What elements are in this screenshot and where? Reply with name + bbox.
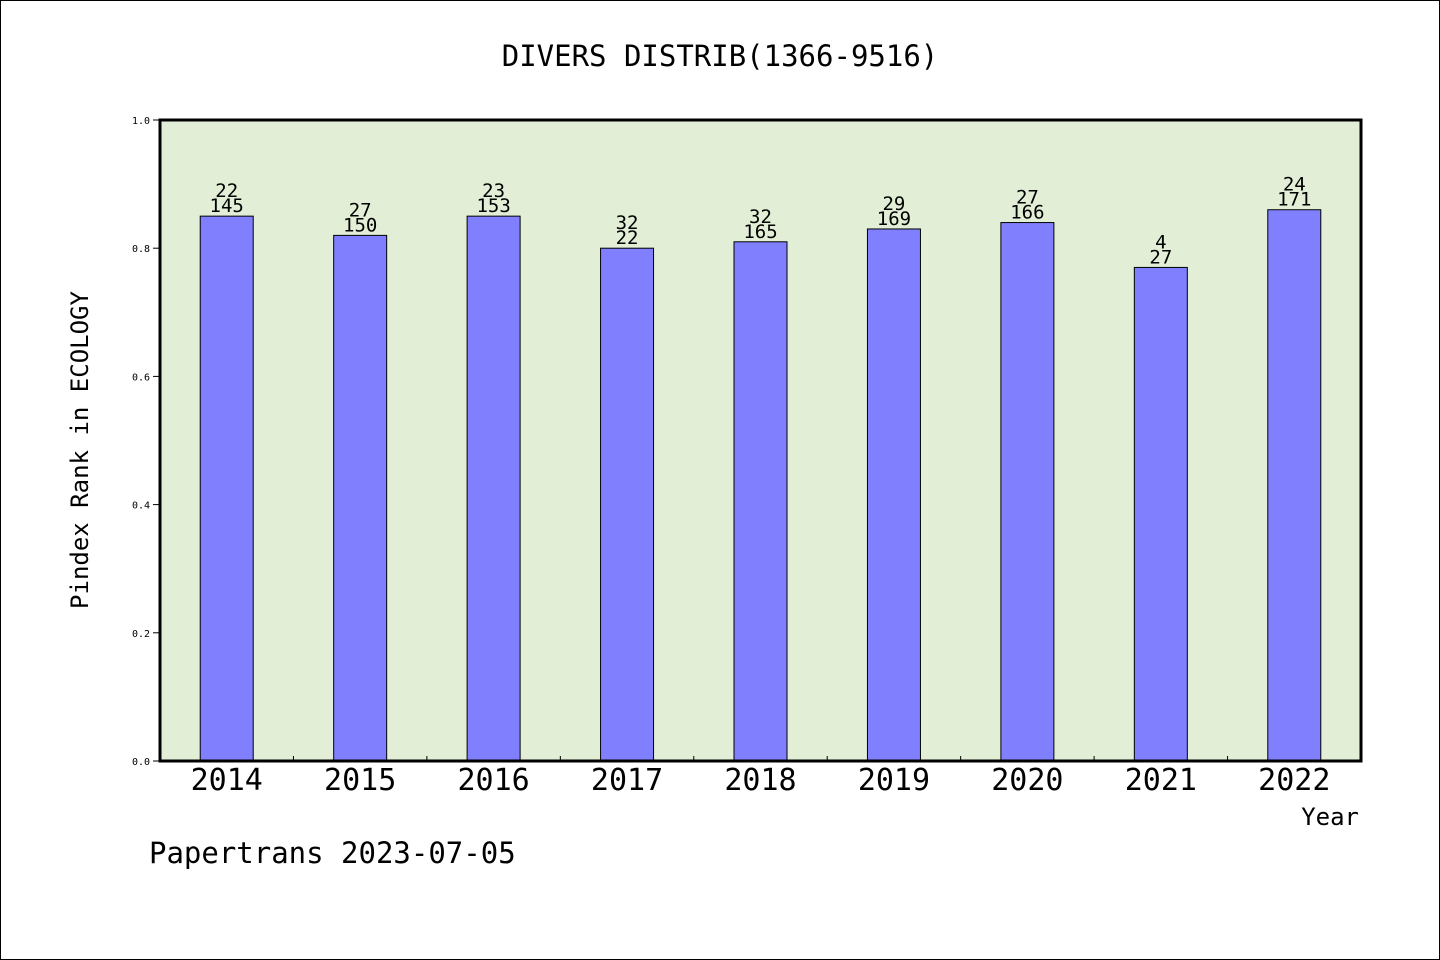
bar-2021 [1133, 266, 1188, 762]
data-label-bottom-2020: 166 [1010, 202, 1044, 224]
data-label-bottom-2018: 165 [743, 221, 777, 243]
data-label-top-2016: 23 [482, 180, 505, 202]
y-tick-label-0.2: 0.2 [132, 629, 150, 640]
y-tick-label-1.0: 1.0 [132, 116, 150, 127]
data-label-top-2018: 32 [749, 206, 772, 228]
bar-2017 [600, 247, 655, 762]
x-tick-label-2019: 2019 [858, 763, 930, 798]
data-label-bottom-2021: 27 [1149, 246, 1172, 268]
x-tick-label-2016: 2016 [457, 763, 529, 798]
data-label-bottom-2022: 171 [1277, 189, 1311, 211]
data-label-bottom-2019: 169 [877, 208, 911, 230]
bar-2014 [199, 215, 254, 762]
axis-ticks-layer: 2014 2015 2016 2017 2018 2019 2020 2021 2022 0.0 0… [132, 116, 1330, 798]
x-axis-label: Year [1301, 803, 1359, 831]
bar-2020 [1000, 222, 1055, 762]
data-label-bottom-2015: 150 [343, 214, 377, 236]
x-tick-label-2017: 2017 [591, 763, 663, 798]
data-label-bottom-2016: 153 [476, 195, 510, 217]
data-label-top-2020: 27 [1016, 187, 1039, 209]
y-tick-label-0.8: 0.8 [132, 244, 150, 255]
x-tick-label-2014: 2014 [191, 763, 263, 798]
data-label-top-2015: 27 [349, 199, 372, 221]
data-label-top-2021: 4 [1155, 231, 1166, 253]
x-tick-label-2021: 2021 [1125, 763, 1197, 798]
y-tick-label-0.6: 0.6 [132, 372, 150, 383]
chart-title: DIVERS DISTRIB(1366-9516) [502, 39, 939, 73]
bar-2018 [733, 241, 788, 762]
bar-2022 [1267, 209, 1322, 762]
footer-text: Papertrans 2023-07-05 [149, 836, 516, 870]
y-axis-label: Pindex Rank in ECOLOGY [66, 291, 94, 609]
x-tick-label-2022: 2022 [1258, 763, 1330, 798]
data-label-top-2019: 29 [882, 193, 905, 215]
data-label-top-2014: 22 [215, 180, 238, 202]
bar-2015 [333, 234, 388, 762]
plot-border [158, 118, 1363, 763]
data-label-bottom-2017: 22 [616, 227, 639, 249]
y-tick-label-0.4: 0.4 [132, 501, 150, 512]
y-tick-label-0.0: 0.0 [132, 757, 150, 768]
x-tick-label-2018: 2018 [724, 763, 796, 798]
bar-2016 [466, 215, 521, 762]
data-label-top-2022: 24 [1283, 174, 1306, 196]
data-label-bottom-2014: 145 [210, 195, 244, 217]
x-tick-label-2015: 2015 [324, 763, 396, 798]
data-label-top-2017: 32 [616, 212, 639, 234]
x-tick-label-2020: 2020 [991, 763, 1063, 798]
bars-layer [199, 209, 1322, 762]
bar-2019 [866, 228, 921, 762]
